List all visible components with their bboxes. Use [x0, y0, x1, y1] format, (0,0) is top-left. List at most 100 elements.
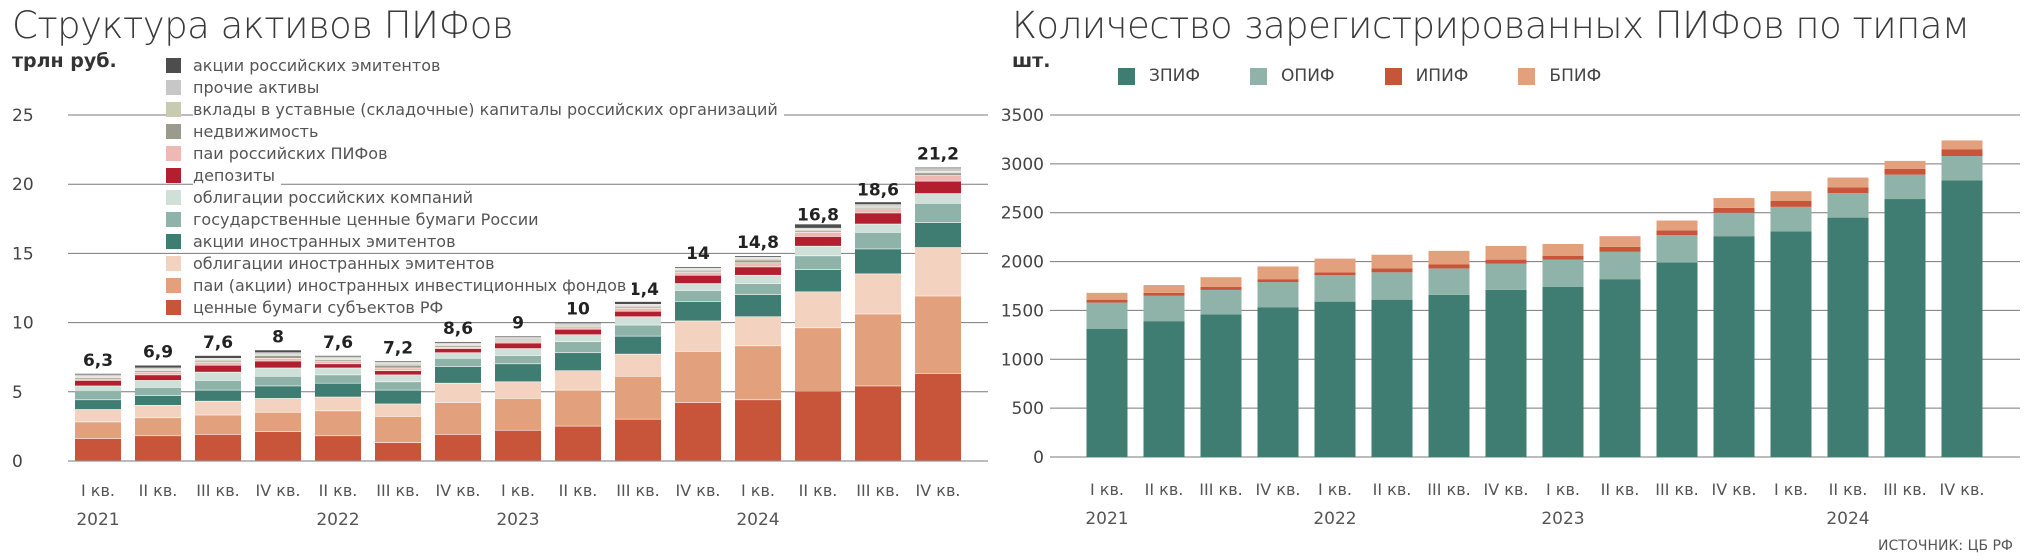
- bar-segment: [435, 348, 481, 353]
- total-value-label: 7,6: [323, 333, 353, 353]
- bar-segment: [855, 204, 901, 206]
- bar-segment: [615, 376, 661, 419]
- bar-segment: [135, 371, 181, 372]
- bar-segment: [495, 364, 541, 382]
- bar-segment: [1200, 286, 1242, 290]
- bar-segment: [435, 358, 481, 367]
- year-label: 2024: [1826, 509, 1869, 529]
- bar-segment: [915, 167, 961, 169]
- legend-item: недвижимость: [166, 120, 784, 142]
- bar-segment: [495, 348, 541, 356]
- bar-segment: [915, 247, 961, 296]
- legend-swatch: [1384, 67, 1402, 85]
- bar-segment: [615, 307, 661, 309]
- bar-segment: [1827, 217, 1869, 457]
- bar-segment: [1542, 286, 1584, 457]
- legend-item: акции иностранных эмитентов: [166, 230, 784, 252]
- bar-segment: [375, 390, 421, 404]
- bar-segment: [1257, 266, 1299, 280]
- bar-segment: [195, 358, 241, 360]
- bar-segment: [915, 173, 961, 176]
- total-value-label: 8,6: [443, 319, 473, 339]
- year-label: 2021: [1085, 509, 1128, 529]
- legend-item: облигации иностранных эмитентов: [166, 252, 784, 274]
- legend-swatch: [1118, 67, 1135, 85]
- bar-segment: [1485, 263, 1527, 290]
- bar-segment: [495, 340, 541, 342]
- bar-segment: [915, 168, 961, 172]
- bar-segment: [315, 436, 361, 461]
- bar-segment: [555, 371, 601, 390]
- bar-segment: [495, 382, 541, 399]
- x-tick-label: IV кв.: [676, 481, 721, 500]
- bar-segment: [735, 267, 781, 275]
- bar-segment: [675, 268, 721, 270]
- bar-segment: [195, 359, 241, 361]
- bar-segment: [255, 431, 301, 461]
- legend-label: облигации иностранных эмитентов: [193, 253, 501, 273]
- bar-segment: [675, 283, 721, 291]
- x-tick-label: I кв.: [1318, 480, 1352, 499]
- y-tick-label: 3000: [1001, 155, 1044, 175]
- x-tick-label: II кв.: [1373, 480, 1412, 499]
- bar-segment: [855, 207, 901, 209]
- x-tick-label: IV кв.: [916, 481, 961, 500]
- y-tick-label: 1000: [1001, 350, 1044, 370]
- x-tick-label: II кв.: [1829, 480, 1868, 499]
- legend-swatch: [166, 277, 181, 293]
- bar-segment: [675, 321, 721, 352]
- bar-segment: [555, 323, 601, 325]
- bar-segment: [75, 377, 121, 379]
- bar-segment: [1086, 292, 1128, 300]
- bar-segment: [1884, 199, 1926, 457]
- bar-segment: [1371, 299, 1413, 457]
- year-label: 2024: [736, 510, 779, 530]
- bar-segment: [675, 402, 721, 461]
- bar-segment: [855, 206, 901, 208]
- bar-segment: [1884, 168, 1926, 175]
- bar-segment: [495, 336, 541, 338]
- bar-segment: [75, 438, 121, 461]
- legend-swatch: [166, 233, 181, 249]
- bar-segment: [1143, 285, 1185, 293]
- x-tick-label: II кв.: [799, 481, 838, 500]
- bar-segment: [1770, 206, 1812, 232]
- total-value-label: 10: [566, 300, 590, 320]
- legend-swatch: [1518, 67, 1536, 85]
- bar-segment: [1257, 279, 1299, 283]
- bar-segment: [375, 416, 421, 443]
- y-tick-label: 5: [12, 383, 23, 403]
- bar-segment: [795, 224, 841, 228]
- bar-segment: [435, 383, 481, 403]
- bar-segment: [135, 380, 181, 388]
- bar-segment: [255, 353, 301, 354]
- right-chart-title: Количество зарегистрированных ПИФов по т…: [1012, 4, 1970, 47]
- bar-segment: [555, 335, 601, 342]
- legend-swatch: [166, 79, 181, 95]
- legend-swatch: [166, 211, 181, 227]
- x-tick-label: I кв.: [741, 481, 775, 500]
- bar-segment: [195, 434, 241, 461]
- source-note: ИСТОЧНИК: ЦБ РФ: [1878, 538, 2013, 554]
- bar-segment: [435, 344, 481, 346]
- x-tick-label: III кв.: [1427, 480, 1470, 499]
- bar-segment: [135, 372, 181, 375]
- bar-segment: [795, 292, 841, 328]
- y-tick-label: 10: [12, 314, 34, 334]
- bar-segment: [675, 267, 721, 269]
- year-label: 2021: [76, 510, 119, 530]
- bar-segment: [255, 354, 301, 356]
- legend-label: государственные ценные бумаги России: [193, 209, 545, 229]
- legend-label: облигации российских компаний: [193, 187, 480, 207]
- bar-segment: [795, 256, 841, 270]
- bar-segment: [135, 418, 181, 436]
- bar-segment: [555, 329, 601, 335]
- bar-segment: [255, 376, 301, 386]
- legend-item: вклады в уставные (складочные) капиталы …: [166, 98, 784, 120]
- legend-label: акции российских эмитентов: [193, 55, 447, 75]
- bar-segment: [195, 365, 241, 372]
- bar-segment: [855, 213, 901, 224]
- bar-segment: [75, 376, 121, 378]
- bar-segment: [195, 380, 241, 390]
- y-tick-label: 2000: [1001, 253, 1044, 273]
